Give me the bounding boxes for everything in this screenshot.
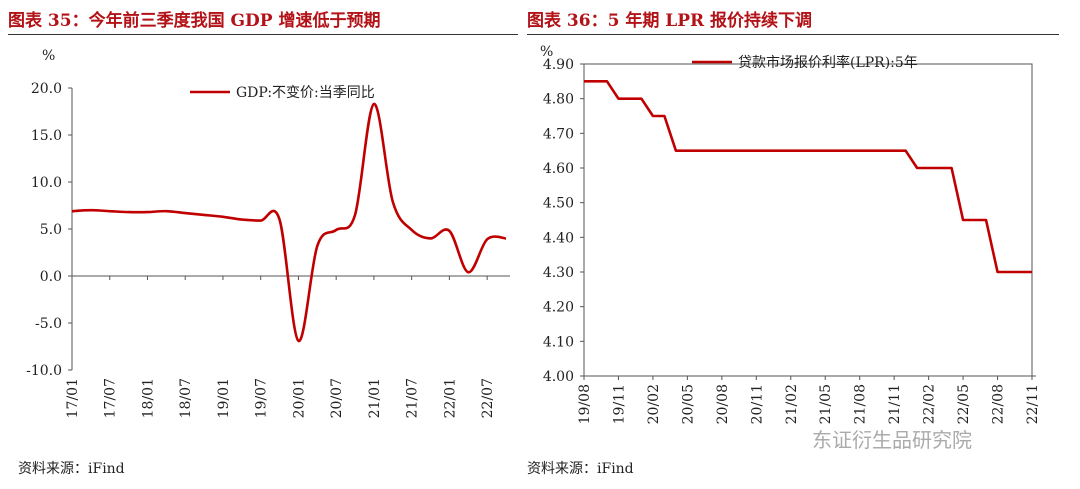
x-tick-label: 20/02	[646, 384, 662, 424]
y-tick-label: 15.0	[31, 128, 62, 144]
y-axis-unit: %	[42, 48, 55, 64]
y-tick-label: 4.30	[543, 265, 574, 281]
series-line	[71, 102, 507, 343]
x-tick-label: 22/11	[1025, 384, 1041, 424]
x-tick-label: 21/05	[818, 384, 834, 424]
y-tick-label: 10.0	[31, 175, 62, 191]
x-tick-label: 19/11	[611, 384, 627, 424]
title-rule-right	[527, 34, 1059, 35]
x-tick-label: 18/01	[140, 378, 156, 418]
x-tick-label: 20/08	[715, 384, 731, 424]
x-tick-label: 21/01	[367, 378, 383, 418]
y-tick-label: 0.0	[40, 269, 62, 285]
source-note-left: 资料来源：iFind	[18, 461, 125, 477]
y-tick-label: 4.60	[543, 161, 574, 177]
y-tick-label: 4.40	[543, 230, 574, 246]
y-tick-label: 4.90	[543, 57, 574, 73]
x-tick-label: 22/05	[956, 384, 972, 424]
x-tick-label: 20/05	[680, 384, 696, 424]
y-axis-unit: %	[540, 44, 553, 60]
x-tick-label: 20/07	[329, 378, 345, 418]
x-tick-label: 22/01	[442, 378, 458, 418]
x-tick-label: 17/07	[103, 378, 119, 418]
y-tick-label: 5.0	[40, 222, 62, 238]
x-tick-label: 22/08	[991, 384, 1007, 424]
y-tick-label: 4.20	[543, 300, 574, 316]
y-tick-label: 4.00	[543, 369, 574, 385]
y-tick-label: 20.0	[31, 81, 62, 97]
y-tick-label: -10.0	[26, 363, 62, 379]
x-tick-label: 18/07	[178, 378, 194, 418]
x-tick-label: 20/01	[291, 378, 307, 418]
watermark: 东证衍生品研究院	[812, 428, 972, 452]
y-tick-label: 4.50	[543, 196, 574, 212]
legend-label: GDP:不变价:当季同比	[236, 85, 375, 101]
x-tick-label: 21/11	[887, 384, 903, 424]
title-rule-left	[8, 34, 518, 35]
x-tick-label: 19/07	[254, 378, 270, 418]
chart-title-lpr: 图表 36：5 年期 LPR 报价持续下调	[527, 11, 813, 31]
lpr-chart: 4.90 4.80 4.70 4.60 4.50 4.40 4.30 4.20 4.10 4.00…	[540, 44, 1041, 424]
x-tick-label: 21/08	[853, 384, 869, 424]
gdp-chart: 20.0 15.0 10.0 5.0 0.0 -5.0 -10.0% 17/01 17/07 18…	[26, 48, 510, 418]
series-line	[584, 80, 1032, 274]
y-tick-label: 4.70	[543, 126, 574, 142]
x-tick-label: 21/07	[405, 378, 421, 418]
x-tick-label: 19/01	[216, 378, 232, 418]
legend-label: 贷款市场报价利率(LPR):5年	[738, 54, 918, 71]
x-tick-label: 19/08	[577, 384, 593, 424]
x-tick-label: 17/01	[65, 378, 81, 418]
x-tick-label: 22/07	[480, 378, 496, 418]
x-tick-label: 22/02	[922, 384, 938, 424]
y-tick-label: -5.0	[35, 316, 62, 332]
x-tick-label: 21/02	[784, 384, 800, 424]
y-tick-label: 4.10	[543, 334, 574, 350]
x-tick-label: 20/11	[749, 384, 765, 424]
source-note-right: 资料来源：iFind	[527, 461, 634, 477]
y-tick-label: 4.80	[543, 92, 574, 108]
chart-title-gdp: 图表 35：今年前三季度我国 GDP 增速低于预期	[8, 11, 381, 31]
